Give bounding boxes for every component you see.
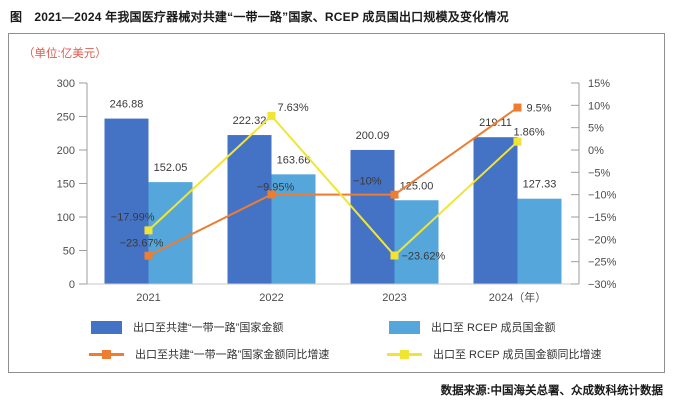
legend-swatch-belt-road-growth <box>89 348 124 361</box>
bar-value-label: 125.00 <box>400 180 434 192</box>
legend-swatch-rcep-growth <box>387 348 422 361</box>
bar-rcep-2023 <box>394 200 439 284</box>
data-source: 数据来源:中国海关总署、众成数科统计数据 <box>440 385 663 397</box>
growth-value-label: 9.5% <box>527 103 552 115</box>
left-axis-tick-label: 0 <box>69 279 75 291</box>
bar-belt-road-2024 <box>473 137 518 284</box>
left-axis-tick-label: 100 <box>57 212 75 224</box>
line-marker <box>513 103 522 112</box>
right-axis-tick-label: −10% <box>588 190 617 202</box>
legend-item-rcep-growth: 出口至 RCEP 成员国金额同比增速 <box>387 347 601 361</box>
left-axis-tick-label: 50 <box>63 246 75 258</box>
bar-belt-road-2021 <box>104 118 149 285</box>
growth-value-label: −9.95% <box>257 181 295 193</box>
line-marker <box>144 226 153 235</box>
bar-belt-road-2022 <box>227 135 272 284</box>
legend-item-belt-road-growth: 出口至共建“一带一路”国家金额同比增速 <box>89 347 329 361</box>
left-axis-tick-label: 250 <box>57 112 75 124</box>
legend-label-rcep-amount: 出口至 RCEP 成员国金额 <box>431 322 556 334</box>
growth-value-label: 1.86% <box>514 127 545 139</box>
bar-belt-road-2023 <box>350 149 395 284</box>
right-axis-tick-label: −15% <box>588 212 617 224</box>
x-axis-label: 2023 <box>382 292 406 304</box>
legend-label-belt-road-growth: 出口至共建“一带一路”国家金额同比增速 <box>135 349 330 361</box>
unit-label: （单位:亿美元） <box>23 48 107 60</box>
legend-label-belt-road-amount: 出口至共建“一带一路”国家金额 <box>133 322 284 334</box>
line-marker <box>390 190 399 199</box>
bar-value-label: 246.88 <box>110 99 144 111</box>
right-axis-tick-label: −5% <box>588 167 611 179</box>
legend-item-belt-road-amount: 出口至共建“一带一路”国家金额 <box>91 320 283 334</box>
line-marker <box>267 111 276 120</box>
growth-value-label: −10% <box>353 176 382 188</box>
right-axis-tick-label: 15% <box>588 78 610 90</box>
right-axis-tick-label: 5% <box>588 123 604 135</box>
legend-label-rcep-growth: 出口至 RCEP 成员国金额同比增速 <box>433 349 602 361</box>
chart-title: 图 2021—2024 年我国医疗器械对共建“一带一路”国家、RCEP 成员国出… <box>10 10 509 24</box>
combo-chart: 246.88222.32200.09219.11152.05163.66125.… <box>57 78 617 304</box>
left-axis-tick-label: 200 <box>57 145 75 157</box>
right-axis-tick-label: −20% <box>588 234 617 246</box>
right-axis-tick-label: 0% <box>588 145 604 157</box>
right-axis-tick-label: −25% <box>588 257 617 269</box>
belt-road-growth-line <box>148 106 519 257</box>
bar-rcep-2021 <box>148 182 193 284</box>
bar-value-label: 200.09 <box>356 130 390 142</box>
legend-item-rcep-amount: 出口至 RCEP 成员国金额 <box>389 320 555 334</box>
growth-value-label: −23.67% <box>120 238 164 250</box>
right-axis-tick-label: −30% <box>588 279 617 291</box>
bar-value-label: 127.33 <box>523 179 557 191</box>
growth-value-label: 7.63% <box>278 102 309 114</box>
line-marker <box>513 137 522 146</box>
x-axis-label: 2024（年） <box>489 290 546 304</box>
bar-value-label: 163.66 <box>277 154 311 166</box>
right-axis-tick-label: 10% <box>588 100 610 112</box>
bar-value-label: 222.32 <box>233 115 267 127</box>
bar-value-label: 152.05 <box>154 162 188 174</box>
legend-swatch-belt-road-amount <box>91 320 122 334</box>
legend-swatch-rcep-amount <box>389 320 420 334</box>
bar-rcep-2024 <box>517 198 562 284</box>
line-marker <box>144 251 153 260</box>
left-axis-tick-label: 150 <box>57 179 75 191</box>
growth-value-label: −17.99% <box>111 211 155 223</box>
line-marker <box>267 190 276 199</box>
growth-value-label: −23.62% <box>402 251 446 263</box>
x-axis-label: 2022 <box>259 292 283 304</box>
line-marker <box>390 251 399 260</box>
left-axis-tick-label: 300 <box>57 78 75 90</box>
rcep-growth-line <box>147 114 519 257</box>
chart-panel: （单位:亿美元） 246.88 222.32 200.09 219.11 152.05 1… <box>8 33 665 373</box>
x-axis-label: 2021 <box>136 292 160 304</box>
bar-rcep-2022 <box>271 174 316 284</box>
